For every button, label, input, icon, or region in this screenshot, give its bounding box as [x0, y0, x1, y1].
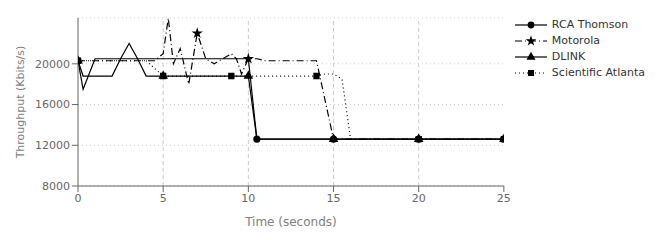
- html-text:Scientific Atlanta: Scientific Atlanta: [551, 66, 645, 79]
- svg-text:25: 25: [497, 192, 511, 205]
- svg-text:12000: 12000: [35, 139, 70, 152]
- svg-text:Time (seconds): Time (seconds): [244, 215, 337, 229]
- html-text:DLINK: DLINK: [551, 50, 586, 63]
- html-text:RCA Thomson: RCA Thomson: [551, 18, 629, 31]
- svg-text:20000: 20000: [35, 58, 70, 71]
- svg-text:0: 0: [75, 192, 82, 205]
- svg-text:5: 5: [160, 192, 167, 205]
- svg-text:Throughput (Kbits/s): Throughput (Kbits/s): [14, 46, 27, 160]
- svg-text:8000: 8000: [42, 180, 70, 193]
- svg-text:16000: 16000: [35, 98, 70, 111]
- svg-text:15: 15: [327, 192, 341, 205]
- svg-text:20: 20: [412, 192, 426, 205]
- html-text:Motorola: Motorola: [551, 34, 600, 47]
- svg-text:10: 10: [241, 192, 255, 205]
